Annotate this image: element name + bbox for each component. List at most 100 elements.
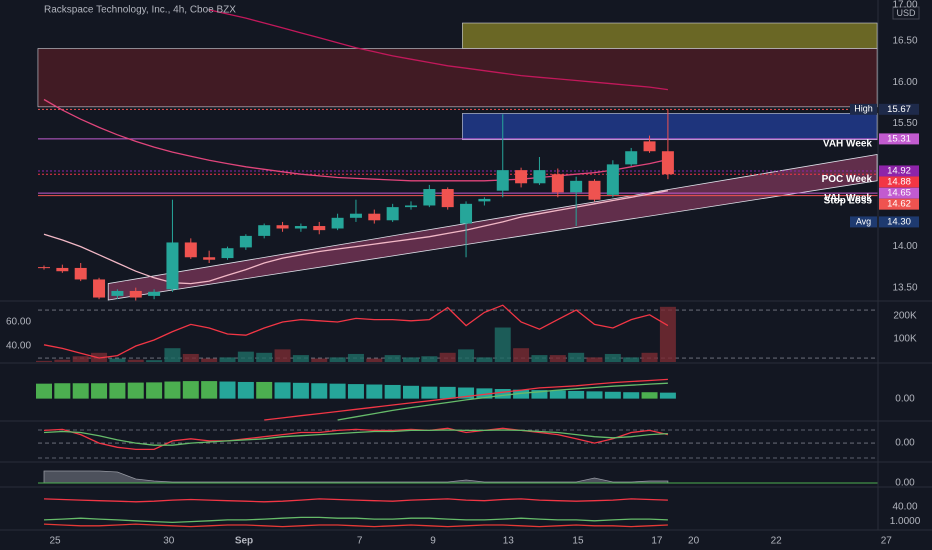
price-badge-label: 14.65: [887, 188, 911, 199]
x-tick-label: 25: [49, 536, 61, 547]
candle-body: [570, 180, 583, 193]
candle-body: [276, 225, 289, 229]
plot-area: [36, 9, 878, 528]
indicator-line: [43, 427, 669, 451]
candle-body: [478, 198, 491, 202]
bar: [586, 391, 603, 399]
bar: [109, 382, 126, 399]
level-label: VAL Week: [824, 193, 872, 204]
candle-body: [129, 290, 142, 298]
y-tick-label: 1.0000: [890, 516, 921, 527]
y-tick-label: 16.50: [892, 36, 917, 47]
y-tick-label: 15.50: [892, 118, 917, 129]
y-tick-label: 200K: [893, 311, 917, 322]
level-tag: [850, 103, 877, 115]
x-tick-label: 30: [163, 536, 175, 547]
bar: [311, 358, 328, 362]
bar: [164, 348, 181, 362]
bar: [36, 360, 52, 362]
bar: [182, 381, 199, 399]
bar: [237, 351, 254, 362]
bar: [384, 355, 401, 362]
candle-body: [38, 267, 50, 269]
candle-body: [661, 151, 674, 175]
candle-body: [606, 164, 619, 195]
bar: [623, 357, 640, 362]
bar: [476, 357, 493, 362]
y-tick-label: 14.00: [892, 241, 917, 252]
bar: [347, 353, 364, 362]
price-zone: [37, 48, 878, 108]
level-label: POC Week: [822, 174, 873, 185]
bar: [274, 382, 291, 399]
bar: [568, 352, 585, 362]
candle-body: [551, 174, 564, 193]
y-tick-label: 0.00: [895, 438, 915, 449]
indicator-line: [43, 304, 669, 359]
bar: [109, 358, 126, 362]
y-tick-label: 100K: [893, 334, 917, 345]
bar: [256, 352, 273, 362]
bar: [531, 355, 548, 362]
bar: [274, 349, 291, 362]
bar: [604, 391, 621, 399]
candle-body: [349, 213, 362, 218]
y-tick-label: 16.00: [892, 77, 917, 88]
candle-body: [221, 248, 234, 259]
bar: [219, 381, 236, 399]
bar: [421, 356, 438, 362]
bar: [164, 381, 181, 399]
currency: USD: [896, 8, 916, 18]
bar: [549, 355, 566, 362]
bar: [366, 384, 383, 399]
bar: [72, 383, 89, 399]
price-badge: [879, 133, 919, 145]
bar: [237, 381, 254, 399]
bar: [54, 359, 71, 362]
level-tag: [850, 216, 877, 228]
bar: [439, 386, 456, 399]
x-tick-label: 20: [688, 536, 700, 547]
y-tick-label: 17.00: [892, 0, 917, 11]
price-badge: [879, 176, 919, 188]
price-badge-label: 15.31: [887, 133, 911, 144]
bar: [659, 392, 676, 399]
level-label: VAH Week: [823, 139, 873, 150]
bar: [201, 381, 218, 399]
bar: [201, 358, 218, 362]
bar: [513, 389, 530, 399]
x-tick-label: Sep: [235, 536, 253, 547]
price-badge-label: 14.30: [887, 216, 911, 227]
bar: [72, 356, 89, 362]
candle-body: [460, 203, 473, 224]
candle-body: [148, 291, 161, 296]
bar: [311, 383, 328, 399]
y-tick-label: 13.50: [892, 282, 917, 293]
candle-body: [625, 151, 638, 165]
candle-body: [239, 235, 252, 248]
x-tick-label: 17: [651, 536, 663, 547]
bar: [256, 381, 273, 399]
level-label: Stop Loss: [824, 195, 873, 206]
indicator-line: [43, 523, 668, 528]
bar: [384, 384, 401, 399]
bar: [329, 357, 346, 362]
price-badge-label: 15.67: [887, 104, 911, 115]
candle-body: [386, 207, 399, 221]
bar: [54, 383, 71, 399]
trend-channel: [107, 154, 878, 301]
price-badge: [879, 103, 919, 115]
candle-body: [93, 279, 106, 298]
bar: [182, 353, 199, 362]
bar: [659, 306, 676, 362]
bar: [641, 392, 658, 399]
candle-body: [258, 225, 271, 236]
bar: [403, 385, 419, 399]
y-tick-label: 0.00: [895, 478, 915, 489]
bar: [476, 388, 493, 399]
candle-body: [166, 242, 179, 290]
area: [43, 470, 669, 484]
candle-body: [331, 217, 344, 229]
bar: [292, 355, 309, 362]
bar: [91, 383, 108, 399]
